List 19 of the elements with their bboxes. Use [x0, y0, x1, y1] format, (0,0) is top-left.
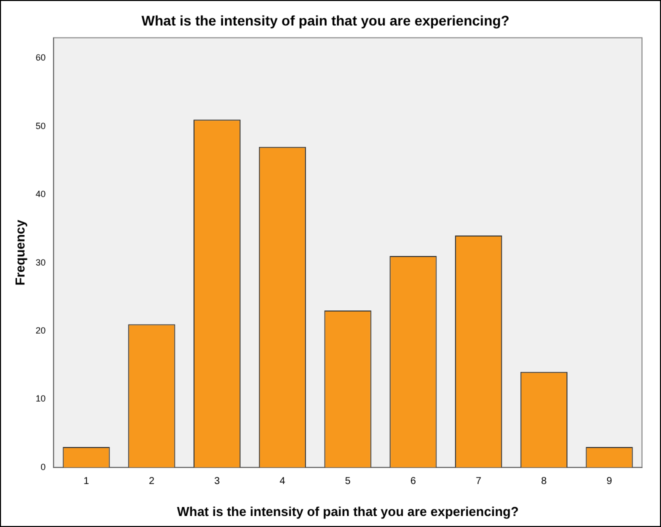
y-tick-label: 0 — [40, 462, 46, 472]
x-tick-label: 4 — [280, 476, 286, 488]
x-tick-label: 1 — [84, 476, 90, 488]
y-tick-label: 10 — [36, 394, 46, 404]
x-tick-label: 8 — [541, 476, 548, 488]
x-tick-label: 9 — [606, 476, 613, 488]
y-tick-label: 40 — [36, 189, 46, 200]
x-tick-label: 7 — [476, 476, 482, 488]
y-tick-label: 30 — [36, 257, 46, 268]
chart-title: What is the intensity of pain that you are experiencing? — [142, 12, 510, 28]
x-tick-label: 2 — [148, 476, 155, 488]
x-tick-label: 5 — [345, 476, 352, 488]
y-tick-label: 50 — [36, 120, 46, 131]
x-tick-label: 6 — [410, 476, 416, 488]
y-tick-label: 60 — [36, 52, 46, 63]
y-tick-label: 20 — [36, 326, 46, 336]
y-axis-title: Frequency — [12, 218, 28, 286]
x-tick-label: 3 — [214, 476, 220, 488]
x-axis-title: What is the intensity of pain that you are experiencing? — [176, 504, 519, 519]
